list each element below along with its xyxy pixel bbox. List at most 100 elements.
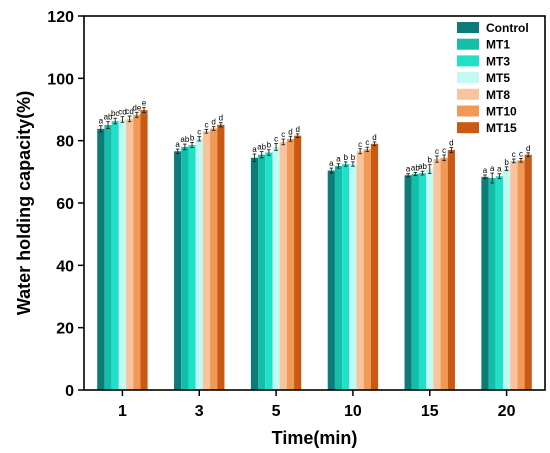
- significance-letter: d: [526, 144, 530, 153]
- y-tick-label: 80: [56, 134, 74, 151]
- significance-letter: ab: [257, 143, 266, 152]
- y-tick-label: 120: [47, 9, 74, 26]
- bar: [210, 128, 218, 391]
- legend-swatch: [457, 55, 479, 67]
- significance-letter: b: [428, 156, 433, 165]
- legend-swatch: [457, 72, 479, 84]
- legend-label: MT3: [486, 54, 510, 68]
- bar: [495, 176, 503, 390]
- bar: [327, 170, 335, 390]
- significance-letter: b: [190, 134, 195, 143]
- significance-letter: ab: [418, 162, 427, 171]
- significance-letter: c: [274, 134, 278, 143]
- y-tick-label: 0: [65, 383, 74, 400]
- y-axis-title: Water holding capacity(%): [14, 91, 34, 315]
- x-tick-label: 10: [344, 403, 362, 420]
- bar: [265, 152, 273, 390]
- bar: [195, 138, 203, 390]
- legend-label: MT15: [486, 121, 517, 135]
- bar: [118, 119, 127, 391]
- significance-letter: de: [132, 103, 141, 112]
- legend-swatch: [457, 88, 479, 100]
- bar: [217, 124, 225, 390]
- significance-letter: b: [351, 153, 356, 162]
- significance-letter: b: [267, 141, 272, 150]
- x-tick-label: 5: [272, 403, 281, 420]
- significance-letter: ab: [104, 113, 113, 122]
- significance-letter: c: [358, 140, 362, 149]
- significance-letter: a: [490, 164, 495, 173]
- significance-letter: cd: [125, 107, 133, 116]
- legend-swatch: [457, 105, 479, 117]
- significance-letter: a: [483, 166, 488, 175]
- legend-swatch: [457, 38, 479, 50]
- bar: [202, 131, 211, 391]
- x-tick-label: 20: [498, 403, 516, 420]
- bar: [342, 164, 350, 390]
- y-tick-label: 60: [56, 196, 74, 213]
- legend-swatch: [457, 22, 479, 33]
- significance-letter: a: [329, 159, 334, 168]
- significance-letter: a: [99, 117, 104, 126]
- significance-letter: d: [288, 127, 292, 136]
- x-axis-title: Time(min): [272, 428, 358, 448]
- bar: [488, 178, 496, 390]
- significance-letter: cd: [118, 108, 126, 117]
- significance-letter: a: [406, 165, 411, 174]
- legend-label: Control: [486, 21, 529, 35]
- bar-marks: [97, 110, 532, 391]
- bar: [126, 118, 134, 390]
- significance-letter: c: [442, 146, 446, 155]
- bar: [517, 160, 525, 390]
- significance-letter: ab: [411, 163, 420, 172]
- significance-letter: c: [281, 130, 285, 139]
- bar: [447, 150, 455, 390]
- bar: [404, 175, 412, 390]
- significance-letter: d: [449, 139, 453, 148]
- legend-label: MT10: [486, 105, 517, 119]
- bar: [286, 138, 295, 390]
- bar: [174, 151, 182, 390]
- x-tick-label: 3: [195, 403, 204, 420]
- legend-swatch: [457, 122, 479, 134]
- significance-letter: c: [519, 149, 523, 158]
- bar: [104, 125, 112, 390]
- y-tick-label: 20: [56, 321, 74, 338]
- significance-letter: ab: [180, 135, 189, 144]
- significance-letter: a: [497, 165, 502, 174]
- bar: [133, 114, 141, 390]
- x-tick-label: 15: [421, 403, 439, 420]
- y-tick-label: 100: [47, 71, 74, 88]
- significance-letter: a: [336, 155, 341, 164]
- bar: [418, 173, 427, 390]
- legend: Control MT1 MT3 MT5 MT8 MT10 MT15: [457, 21, 529, 135]
- y-tick-label: 40: [56, 258, 74, 275]
- bar: [188, 145, 196, 390]
- y-axis: 0 20 40 60 80 100 120: [47, 9, 84, 400]
- legend-label: MT5: [486, 71, 510, 85]
- significance-letter: d: [295, 125, 299, 134]
- significance-letter: c: [204, 120, 208, 129]
- bar: [111, 121, 119, 390]
- significance-letter: c: [197, 128, 201, 137]
- bar: [258, 154, 266, 390]
- bar: [356, 151, 364, 390]
- bar: [97, 128, 105, 390]
- bar: [181, 146, 189, 390]
- error-bars: [99, 107, 530, 184]
- significance-letter: d: [219, 114, 223, 123]
- significance-letter: bc: [111, 109, 119, 118]
- bar: [370, 143, 379, 390]
- bar: [502, 168, 511, 390]
- x-tick-label: 1: [118, 403, 127, 420]
- bar: [363, 149, 371, 390]
- x-axis: 1 3 5 10 15 20: [118, 390, 516, 420]
- significance-letter: b: [504, 158, 509, 167]
- significance-letter: d: [211, 118, 215, 127]
- significance-letter: d: [372, 133, 376, 142]
- bar: [294, 135, 302, 390]
- bar: [334, 165, 343, 390]
- bar: [349, 164, 357, 390]
